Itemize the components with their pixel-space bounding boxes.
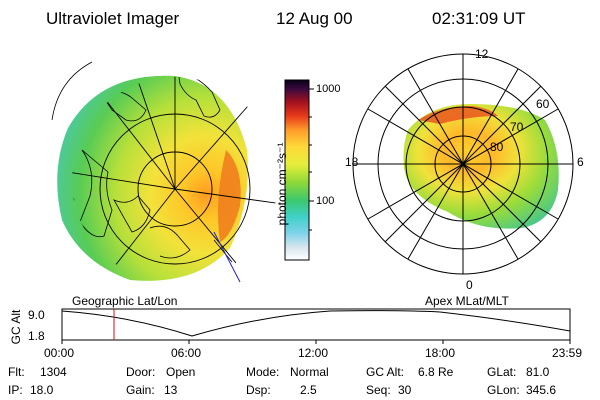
altitude-ytick-1-8: 1.8 [28, 329, 45, 343]
info-ip-value: 18.0 [30, 383, 54, 397]
info-mode-label: Mode: [246, 365, 280, 379]
info-flt-label: Flt: [8, 365, 25, 379]
altitude-xtick-1200: 12:00 [298, 346, 329, 360]
mlt-line-d [367, 108, 559, 220]
info-seq-value: 30 [398, 383, 412, 397]
lat-lon-grid [72, 77, 278, 283]
info-ip-label: IP: [8, 383, 23, 397]
altitude-plot [61, 308, 571, 344]
map-limb-outline [51, 61, 93, 121]
info-glon-value: 345.6 [526, 383, 557, 397]
mlt-label-top: 12 [475, 47, 489, 61]
info-mode-value: Normal [290, 365, 329, 379]
geographic-map-panel [51, 61, 278, 283]
info-glon-label: GLon: [487, 383, 520, 397]
info-glat-label: GLat: [487, 365, 517, 379]
magnetic-polar-panel [352, 53, 574, 275]
header-date: 12 Aug 00 [276, 9, 353, 28]
info-gain-value: 13 [164, 383, 178, 397]
sun-line [213, 231, 241, 283]
altitude-xtick-1800: 18:00 [425, 346, 456, 360]
colorbar-tick-1000: 1000 [316, 83, 341, 95]
mlt-label-bottom: 0 [466, 278, 473, 292]
info-flt-value: 1304 [40, 365, 67, 379]
colorbar-tick-100: 100 [316, 195, 335, 207]
mlt-label-right: 6 [577, 155, 584, 169]
mlat-label-60: 60 [536, 97, 550, 111]
altitude-ylabel: GC Alt [9, 309, 23, 345]
altitude-xtick-0000: 00:00 [44, 346, 75, 360]
app-title: Ultraviolet Imager [46, 9, 180, 28]
altitude-xtick-2359: 23:59 [552, 346, 583, 360]
altitude-trace [61, 310, 571, 337]
info-gcalt-value: 6.8 Re [418, 365, 454, 379]
info-door-label: Door: [126, 365, 156, 379]
altitude-xtick-0600: 06:00 [171, 346, 202, 360]
info-glat-value: 81.0 [526, 365, 550, 379]
info-door-value: Open [166, 365, 196, 379]
altitude-ytick-9: 9.0 [28, 308, 45, 322]
mlt-label-left: 18 [345, 155, 359, 169]
info-dsp-label: Dsp: [246, 383, 271, 397]
auroral-image-geographic [57, 75, 248, 281]
info-gcalt-label: GC Alt: [366, 365, 405, 379]
right-panel-label: Apex MLat/MLT [425, 294, 509, 308]
info-gain-label: Gain: [126, 383, 155, 397]
info-seq-label: Seq: [366, 383, 391, 397]
header-time: 02:31:09 UT [432, 9, 526, 28]
colorbar [284, 79, 314, 261]
auroral-red-edge [418, 106, 498, 124]
mlat-label-70: 70 [510, 120, 524, 134]
auroral-image-magnetic [403, 104, 559, 229]
left-panel-label: Geographic Lat/Lon [72, 294, 178, 308]
colorbar-unit-label: photon cm⁻²s⁻¹ [275, 142, 289, 226]
info-dsp-value: 2.5 [300, 383, 317, 397]
mlat-label-80: 80 [490, 140, 504, 154]
auroral-bright-spot [218, 150, 241, 242]
